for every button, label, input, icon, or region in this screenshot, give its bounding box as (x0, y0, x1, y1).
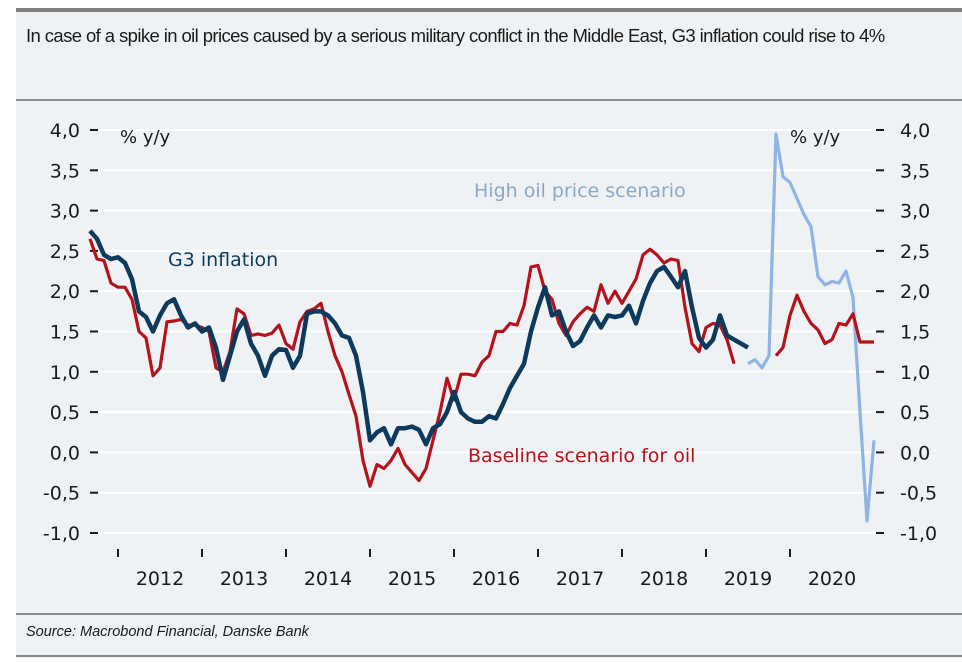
x-tick-label: 2017 (556, 568, 604, 590)
y-axis-right: 4,0 3,5 3,0 2,5 2,0 1,5 1,0 0,5 0,0 -0,5 -1,0 (876, 120, 937, 545)
y-axis-left: 4,0 3,5 3,0 2,5 2,0 1,5 1,0 0,5 0,0 -0,5 -1,0 (43, 120, 98, 545)
y-tick-label-right: -1,0 (900, 523, 937, 545)
y-tick-label-left: 4,0 (50, 120, 80, 142)
x-tick-label: 2012 (136, 568, 184, 590)
series-line-g3-inflation (88, 229, 750, 447)
x-tick-label: 2019 (724, 568, 772, 590)
footer-divider (16, 613, 962, 615)
y-tick-label-left: 2,5 (50, 241, 80, 263)
chart-title: In case of a spike in oil prices caused … (26, 25, 885, 46)
y-tick-label-left: 3,0 (50, 201, 80, 223)
y-unit-left: % y/y (120, 127, 171, 148)
y-tick-label-right: 3,5 (900, 160, 930, 182)
y-unit-right: % y/y (790, 127, 841, 148)
series-line-high-oil (747, 132, 876, 523)
y-tick-label-right: 2,0 (900, 281, 930, 303)
x-tick-label: 2016 (472, 568, 520, 590)
y-tick-label-right: 0,0 (900, 442, 930, 464)
x-tick-label: 2018 (640, 568, 688, 590)
y-tick-label-right: 2,5 (900, 241, 930, 263)
gridlines (98, 129, 880, 534)
bottom-border (16, 655, 962, 657)
x-tick-label: 2020 (808, 568, 856, 590)
title-divider (16, 99, 962, 101)
series-line-baseline (774, 293, 874, 357)
x-tick-label: 2013 (220, 568, 268, 590)
chart-panel (16, 8, 962, 658)
series-label-baseline: Baseline scenario for oil (468, 445, 695, 467)
x-tick-label: 2015 (388, 568, 436, 590)
y-tick-label-left: 1,0 (50, 362, 80, 384)
y-tick-label-left: -1,0 (43, 523, 80, 545)
y-tick-label-right: -0,5 (900, 483, 937, 505)
y-tick-label-left: 0,5 (50, 402, 80, 424)
x-axis: 2012 2013 2014 2015 2016 2017 2018 2019 2020 (117, 549, 856, 590)
y-tick-label-left: 1,5 (50, 322, 80, 344)
y-tick-label-right: 0,5 (900, 402, 930, 424)
y-tick-label-right: 4,0 (900, 120, 930, 142)
source-note: Source: Macrobond Financial, Danske Bank (26, 624, 309, 640)
y-tick-label-left: 3,5 (50, 160, 80, 182)
y-tick-label-left: -0,5 (43, 483, 80, 505)
x-tick-label: 2014 (304, 568, 352, 590)
top-border (16, 8, 962, 12)
y-tick-label-left: 0,0 (50, 442, 80, 464)
series-label-g3-inflation: G3 inflation (168, 249, 278, 271)
y-tick-label-right: 1,0 (900, 362, 930, 384)
y-tick-label-left: 2,0 (50, 281, 80, 303)
series-label-high-oil: High oil price scenario (474, 180, 686, 202)
y-tick-label-right: 1,5 (900, 322, 930, 344)
series-lines (88, 132, 876, 523)
y-tick-label-right: 3,0 (900, 201, 930, 223)
